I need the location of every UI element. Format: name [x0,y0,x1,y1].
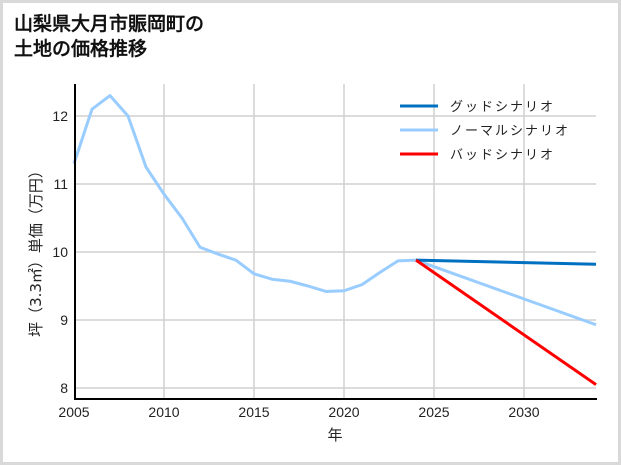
x-tick-labels: 2005 2010 2015 2020 2025 2030 [58,404,539,420]
chart-title: 山梨県大月市賑岡町の 土地の価格推移 [14,12,204,62]
legend-label-normal: ノーマルシナリオ [450,124,570,139]
y-tick-12: 12 [52,108,68,124]
series-line-0 [415,258,597,266]
data-lines [72,94,597,386]
x-axis-label: 年 [327,426,342,444]
x-tick-2020: 2020 [328,404,359,420]
y-tick-8: 8 [60,380,68,396]
x-tick-2005: 2005 [58,404,89,420]
series-line-1 [72,94,597,327]
y-axis-label: 坪（3.3㎡）単価（万円） [27,163,45,337]
gridlines [75,84,596,399]
legend-label-good: グッドシナリオ [450,100,555,115]
y-tick-11: 11 [53,176,68,192]
y-tick-labels: 12 11 10 9 8 [52,108,68,396]
chart-frame [3,3,618,462]
series-line-2 [415,258,597,386]
axes [74,84,597,400]
chart-title-line2: 土地の価格推移 [14,38,148,60]
x-tick-2030: 2030 [508,404,539,420]
chart-title-line1: 山梨県大月市賑岡町の [14,13,205,35]
legend-label-bad: バッドシナリオ [450,148,555,163]
legend: グッドシナリオ ノーマルシナリオ バッドシナリオ [400,100,570,163]
x-tick-2025: 2025 [418,404,449,420]
x-tick-2015: 2015 [238,404,269,420]
x-tick-2010: 2010 [148,404,179,420]
y-tick-10: 10 [52,244,68,260]
y-tick-9: 9 [60,312,68,328]
